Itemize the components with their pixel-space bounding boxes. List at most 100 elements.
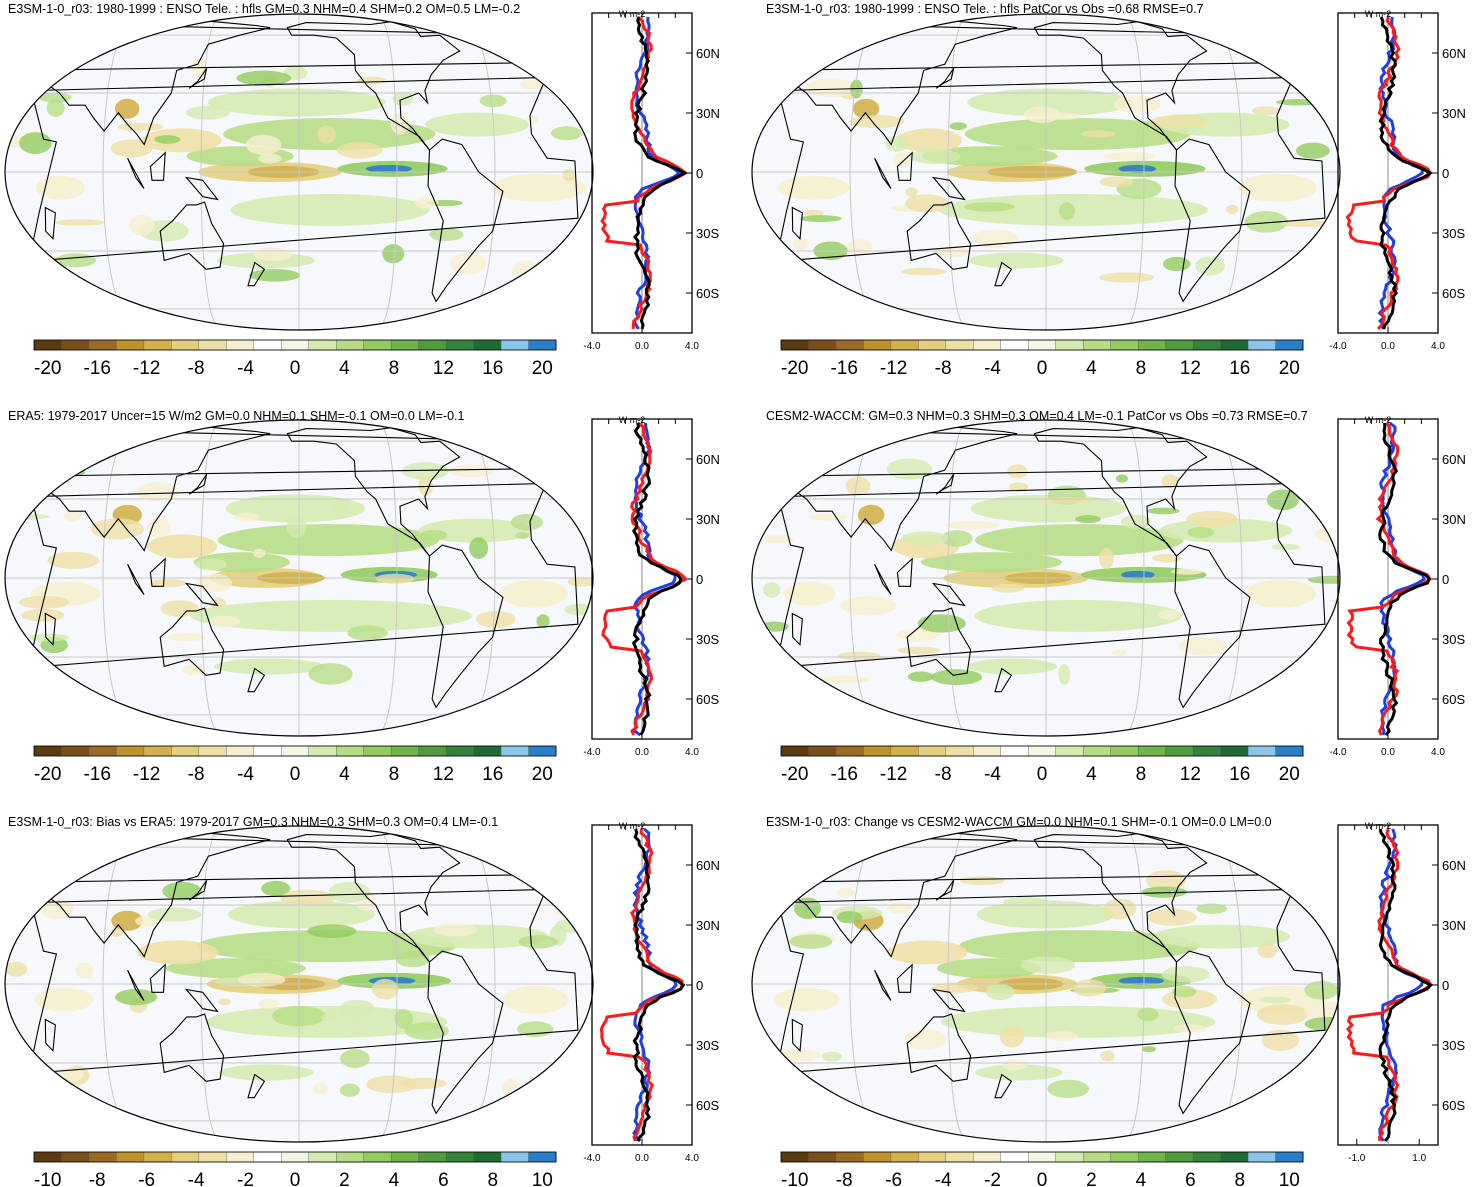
colorbar-cell (226, 745, 255, 757)
profile-lat-tick: 30S (696, 632, 719, 647)
colorbar-cell (473, 745, 502, 757)
colorbar-tick-label: 0 (290, 1170, 301, 1187)
colorbar-tick-label: -12 (880, 764, 907, 785)
zonal-profile: W m-2 60N 30N 0 30S 60S -4.0 0.0 4.0 (583, 9, 719, 352)
colorbar-cell (363, 1151, 392, 1163)
colorbar-cell (863, 1151, 892, 1163)
profile-line-obs (1379, 421, 1426, 736)
colorbar-tick-label: 2 (1086, 1170, 1097, 1187)
profile-lat-tick: 60S (1442, 1098, 1465, 1113)
colorbar-tick-label: -20 (34, 358, 61, 379)
profile-line-obs (632, 827, 678, 1143)
colorbar-cell (281, 339, 310, 351)
colorbar-cell (33, 1151, 62, 1163)
colorbar-cell (1110, 1151, 1139, 1163)
colorbar-cell (473, 1151, 502, 1163)
colorbar-cell (88, 745, 117, 757)
colorbar-cell (61, 1151, 90, 1163)
panel-title: E3SM-1-0_r03: Bias vs ERA5: 1979-2017 GM… (8, 815, 499, 829)
colorbar-cell (890, 339, 919, 351)
colorbar-cell (143, 339, 172, 351)
profile-line-model (601, 421, 689, 736)
profile-x-tick: 4.0 (685, 341, 699, 352)
colorbar: -20 -16 -12 -8 -4 0 4 8 12 16 20 (780, 339, 1304, 379)
profile-lat-tick: 30N (696, 918, 720, 933)
colorbar-cell (116, 1151, 145, 1163)
colorbar-tick-label: 20 (1279, 358, 1300, 379)
colorbar-tick-label: -4 (237, 358, 254, 379)
colorbar-tick-label: -2 (984, 1170, 1001, 1187)
profile-lat-tick: 30N (696, 512, 720, 527)
profile-line-obs (1377, 16, 1424, 330)
colorbar-cell (226, 339, 255, 351)
panel-title: E3SM-1-0_r03: Change vs CESM2-WACCM GM=0… (766, 815, 1272, 829)
profile-lat-tick: 0 (696, 572, 703, 587)
colorbar-tick-label: 16 (1229, 358, 1250, 379)
map-panel (4, 13, 594, 331)
panel-title: ERA5: 1979-2017 Uncer=15 W/m2 GM=0.0 NHM… (8, 409, 465, 423)
colorbar-cell (418, 745, 447, 757)
colorbar-cell (61, 339, 90, 351)
colorbar-tick-label: -8 (89, 1170, 106, 1187)
profile-lat-tick: 60N (696, 46, 720, 61)
colorbar-cell (1247, 745, 1277, 757)
profile-lat-tick: 30N (1442, 918, 1466, 933)
map-border (751, 825, 1341, 1143)
colorbar-tick-label: 12 (1180, 358, 1201, 379)
colorbar-cell (1137, 339, 1167, 351)
colorbar-cell (390, 339, 420, 351)
colorbar-cell (171, 339, 200, 351)
profile-x-tick: 1.0 (1412, 1153, 1426, 1164)
profile-line-model (600, 15, 689, 330)
zonal-profile: W m-2 60N 30N 0 30S 60S -4.0 0.0 4.0 (1329, 415, 1465, 758)
colorbar-tick-label: -20 (34, 764, 61, 785)
colorbar-cell (1220, 1151, 1249, 1163)
colorbar-cell (918, 339, 947, 351)
colorbar-tick-label: -20 (781, 764, 808, 785)
profile-lat-tick: 60N (1442, 858, 1466, 873)
colorbar-cell (1137, 745, 1167, 757)
profile-lat-tick: 60N (696, 858, 720, 873)
profile-unit-label: W m-2 (1365, 415, 1392, 425)
colorbar-tick-label: -4 (935, 1170, 952, 1187)
colorbar-cell (308, 745, 337, 757)
colorbar-tick-label: 8 (389, 358, 400, 379)
colorbar-cell (1000, 1151, 1029, 1163)
colorbar-tick-label: -10 (34, 1170, 61, 1187)
profile-lat-tick: 60N (696, 452, 720, 467)
profile-x-tick: 0.0 (1381, 341, 1395, 352)
colorbar-cell (253, 1151, 282, 1163)
profile-lat-tick: 30N (696, 106, 720, 121)
colorbar-tick-label: 16 (482, 764, 503, 785)
colorbar-cell (1165, 339, 1194, 351)
colorbar-cell (780, 339, 809, 351)
profile-x-tick: 4.0 (1431, 747, 1445, 758)
colorbar-tick-label: -8 (935, 358, 952, 379)
colorbar-cell (445, 745, 475, 757)
colorbar: -10 -8 -6 -4 -2 0 2 4 6 8 10 (33, 1151, 557, 1187)
profile-unit-label: W m-2 (619, 415, 646, 425)
colorbar-cell (780, 1151, 809, 1163)
colorbar-tick-label: 16 (482, 358, 503, 379)
colorbar-cell (88, 339, 117, 351)
colorbar-cell (61, 745, 90, 757)
profile-x-tick: -1.0 (1348, 1153, 1366, 1164)
colorbar-cell (308, 339, 337, 351)
colorbar-cell (1028, 1151, 1057, 1163)
colorbar-tick-label: 4 (389, 1170, 400, 1187)
colorbar-cell (945, 1151, 974, 1163)
colorbar-tick-label: 4 (339, 764, 350, 785)
profile-lat-tick: 30S (696, 1038, 719, 1053)
colorbar-cell (171, 1151, 200, 1163)
colorbar-cell (171, 745, 200, 757)
colorbar: -20 -16 -12 -8 -4 0 4 8 12 16 20 (780, 745, 1304, 785)
profile-unit-label: W m-2 (1365, 821, 1392, 831)
colorbar-tick-label: 4 (1136, 1170, 1147, 1187)
colorbar-cell (808, 1151, 837, 1163)
colorbar-tick-label: -4 (188, 1170, 205, 1187)
colorbar-cell (1220, 745, 1249, 757)
colorbar-cell (143, 1151, 172, 1163)
colorbar-tick-label: 20 (532, 358, 553, 379)
colorbar-tick-label: -12 (133, 764, 160, 785)
colorbar-tick-label: 20 (1279, 764, 1300, 785)
